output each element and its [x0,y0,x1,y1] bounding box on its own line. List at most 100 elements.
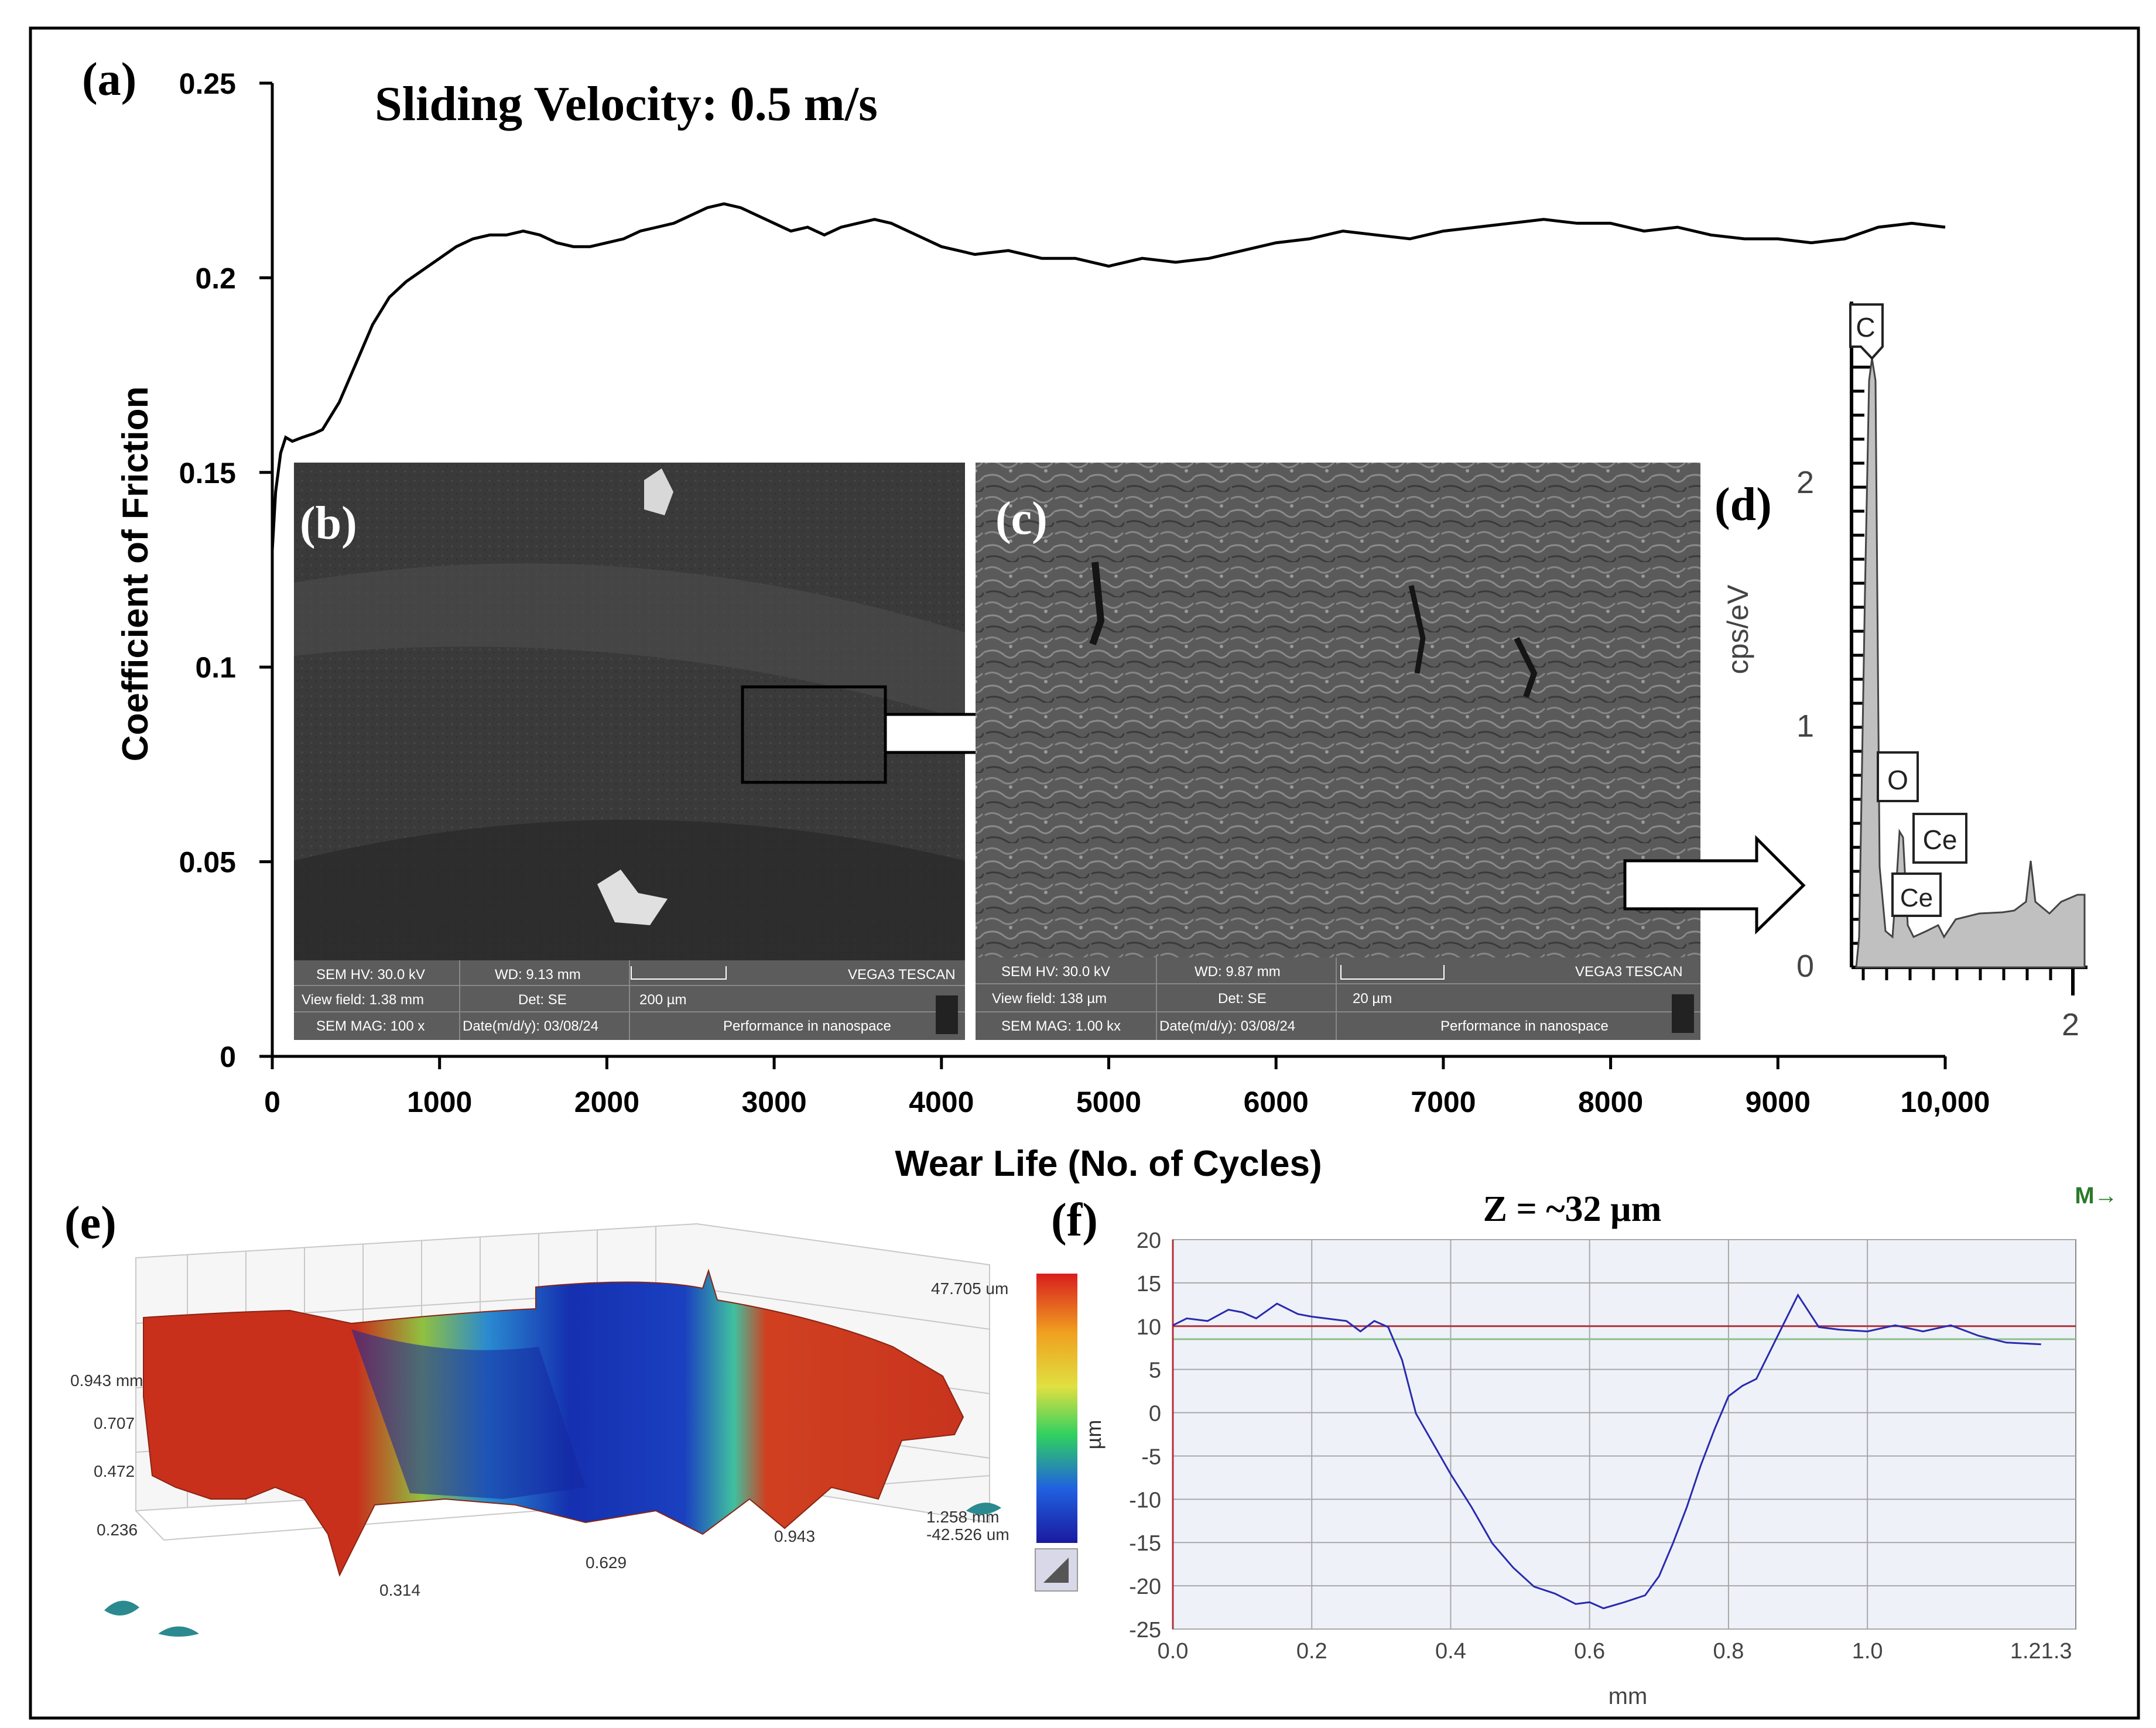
edx-peak-c: C [1849,303,1884,360]
panel-c-sem-image: (c) SEM HV: 30.0 kV WD: 9.87 mm VEGA3 TE… [976,463,1806,1040]
chart-d-minor-ticks [1852,317,2075,995]
sem-c-perf: Performance in nanospace [1440,1018,1609,1034]
chart-a-ytick-label: 0.15 [179,457,236,490]
chart-d-ytick-1: 1 [1796,709,1814,744]
chart-f-xtick-label: 1.21.3 [2010,1639,2072,1664]
chart-a-title: Sliding Velocity: 0.5 m/s [375,77,878,131]
panel-a-label: (a) [82,54,136,105]
edx-peak-o: O [1877,751,1919,802]
panel-d-label: (d) [1714,479,1772,531]
chart-f-xtick-label: 1.0 [1852,1639,1883,1664]
chart-a-xtick-label: 0 [264,1086,280,1118]
chart-d-y-label: cps/eV [1722,584,1754,675]
sem-b-mag: SEM MAG: 100 x [316,1018,425,1034]
marker-label: M→ [2075,1183,2117,1209]
panel-e-3d-profile: (e) 0.943 mm 0.707 0.472 0.236 0.314 0.6… [64,1197,1106,1637]
orientation-gizmo-icon [104,1600,139,1616]
chart-d-ytick-2: 2 [1796,465,1814,500]
figure-border [29,26,2140,1720]
sem-b-wear-track-edge [294,563,965,720]
sem-c-mag: SEM MAG: 1.00 kx [1001,1018,1121,1034]
chart-a-xtick-label: 5000 [1076,1086,1141,1118]
sem-c-brand: VEGA3 TESCAN [1575,964,1683,980]
edx-spectrum-area [1855,358,2086,969]
panel-f: (f) Z = ~32 µm M→ 20 15 10 5 0 -5 -10 -15 -20 -25… [1051,1183,2118,1709]
chart-a-ytick-label: 0.1 [195,651,236,684]
chart-a-ytick-label: 0.25 [179,67,236,100]
svg-text:-42.526 um: -42.526 um [926,1525,1009,1544]
profile-e-colorbar [1036,1274,1077,1543]
sem-c-crack [1408,585,1426,674]
chart-f-profile-line [1172,1293,2041,1610]
svg-text:0.314: 0.314 [379,1581,420,1599]
chart-f-xtick-label: 0.2 [1296,1639,1327,1664]
svg-text:0.943: 0.943 [774,1527,815,1545]
sem-c-hv: SEM HV: 30.0 kV [1001,964,1110,980]
chart-a-x-ticks: 0 1000 2000 3000 4000 5000 6000 7000 8000 9000 10,… [264,1056,1990,1118]
orientation-gizmo-icon [158,1626,199,1637]
svg-text:0.236: 0.236 [97,1521,138,1539]
svg-text:O: O [1887,765,1908,795]
chart-a-ytick-label: 0.05 [179,846,236,879]
sem-b-hv: SEM HV: 30.0 kV [316,967,425,983]
chart-a-xtick-label: 1000 [407,1086,472,1118]
chart-f-ytick-label: -15 [1129,1531,1161,1556]
sem-b-brand: VEGA3 TESCAN [848,967,956,983]
chart-f-xtick-label: 0.4 [1435,1639,1466,1664]
sem-c-info-bar [976,957,1700,1040]
chart-f-y-ticks: 20 15 10 5 0 -5 -10 -15 -20 -25 [1129,1229,1161,1643]
svg-text:47.705 um: 47.705 um [931,1279,1008,1298]
chart-f-ytick-label: -10 [1129,1488,1161,1513]
svg-text:0.472: 0.472 [94,1462,135,1480]
sem-c-scale-label: 20 µm [1353,991,1392,1007]
chart-a-ytick-label: 0.2 [195,262,236,295]
sem-c-view-field: View field: 138 µm [992,991,1107,1007]
chart-d-ytick-0: 0 [1796,949,1814,984]
chart-a-xtick-label: 4000 [909,1086,974,1118]
chart-a-series-line [271,202,1946,550]
chart-f-x-label: mm [1609,1683,1648,1709]
orientation-gizmo-icon [966,1503,1001,1515]
chart-a-xtick-label: 6000 [1244,1086,1309,1118]
sem-c-wd: WD: 9.87 mm [1195,964,1281,980]
tescan-logo-icon [1672,994,1694,1033]
sem-b-scale-label: 200 µm [639,992,687,1008]
sem-b-debris [644,468,673,515]
chart-f-ytick-label: -20 [1129,1575,1161,1599]
chart-d-xtick-2: 2 [2062,1007,2079,1042]
panel-c-label: (c) [995,493,1048,545]
profile-e-axis-labels: 0.943 mm 0.707 0.472 0.236 0.314 0.629 0… [70,1279,1009,1599]
panel-b-label: (b) [300,498,357,549]
sem-b-perf: Performance in nanospace [723,1018,891,1034]
edx-peak-ce-2: Ce [1891,872,1942,917]
chart-a-y-ticks: 0 0.05 0.1 0.15 0.2 0.25 [179,67,272,1073]
sem-b-detector: Det: SE [518,992,567,1008]
svg-text:0.629: 0.629 [586,1554,627,1572]
chart-f-x-ticks: 0.0 0.2 0.4 0.6 0.8 1.0 1.21.3 [1158,1639,2072,1664]
profile-e-wear-groove [351,1329,586,1499]
chart-a-xtick-label: 7000 [1411,1086,1476,1118]
edx-peak-ce-1: Ce [1912,813,1967,864]
sem-c-scale-bar [1340,965,1445,980]
sem-b-debris [597,870,668,925]
sem-c-crack [1089,562,1105,645]
chart-f-title: Z = ~32 µm [1483,1189,1662,1229]
chart-f-plot-area [1172,1239,2076,1630]
chart-a-xtick-label: 10,000 [1901,1086,1990,1118]
chart-a-x-label: Wear Life (No. of Cycles) [895,1144,1322,1184]
svg-text:C: C [1856,312,1875,343]
panel-b-sem-image: (b) SEM HV: 30.0 kV WD: 9.13 mm VEGA3 TE… [294,463,1063,1040]
chart-a-xtick-label: 2000 [574,1086,639,1118]
chart-f-ytick-label: -25 [1129,1618,1161,1643]
sem-b-scale-bar [631,966,727,980]
chart-f-ytick-label: 5 [1149,1359,1161,1383]
resize-arrow-icon [1043,1558,1069,1583]
chart-a-xtick-label: 9000 [1746,1086,1811,1118]
chart-f-xtick-label: 0.8 [1713,1639,1744,1664]
chart-a-y-label: Coefficient of Friction [115,386,156,762]
sem-c-crack [1514,637,1538,698]
chart-f-ytick-label: 10 [1137,1315,1161,1340]
svg-text:Ce: Ce [1900,884,1933,912]
edx-arrow-icon [1623,834,1806,935]
